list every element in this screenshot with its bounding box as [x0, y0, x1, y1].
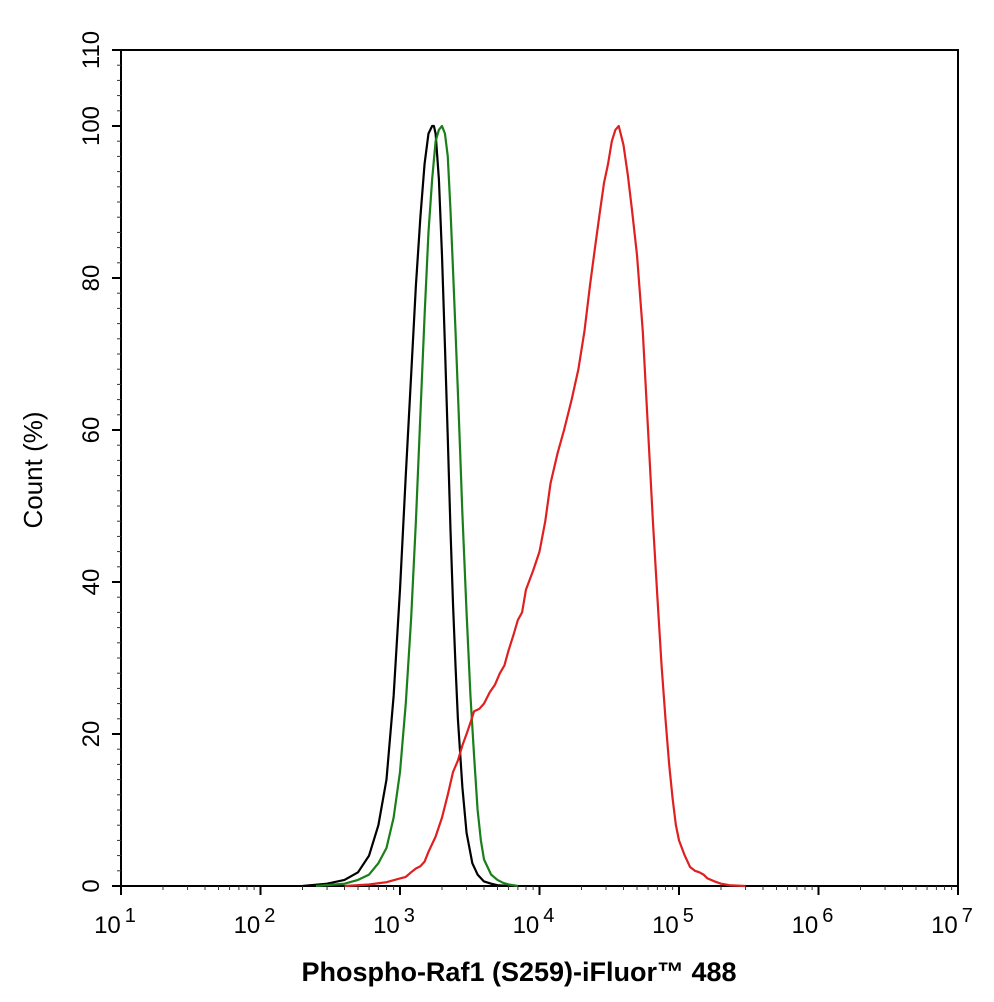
x-tick-label: 10 1	[94, 905, 136, 939]
series-line-3	[344, 124, 746, 888]
y-tick-label: 0	[78, 879, 105, 892]
plot-area	[120, 49, 959, 887]
y-tick-label: 80	[78, 265, 105, 292]
x-tick-label: 10 3	[373, 905, 415, 939]
x-tick-label-exponent: 6	[822, 905, 833, 927]
x-tick-label-exponent: 7	[962, 905, 973, 927]
x-tick-label: 10 5	[652, 905, 694, 939]
x-tick-label-base: 10	[513, 912, 540, 939]
x-tick-label: 10 7	[931, 905, 973, 939]
y-tick-label: 60	[78, 417, 105, 444]
y-tick-label: 110	[78, 31, 105, 69]
x-tick-label: 10 2	[234, 905, 276, 939]
x-tick-label-base: 10	[373, 912, 400, 939]
series-line-1	[302, 124, 509, 888]
series-line-2	[315, 124, 519, 888]
x-tick-label-exponent: 3	[404, 905, 415, 927]
x-tick-label-base: 10	[652, 912, 679, 939]
x-tick-label-exponent: 4	[543, 905, 554, 927]
tick-layer	[112, 49, 959, 895]
x-tick-label-exponent: 1	[125, 905, 136, 927]
x-tick-label-base: 10	[234, 912, 261, 939]
x-tick-label-exponent: 2	[264, 905, 275, 927]
y-tick-label: 100	[78, 106, 105, 146]
x-tick-label-exponent: 5	[683, 905, 694, 927]
y-tick-label: 20	[78, 721, 105, 748]
y-axis-title: Count (%)	[18, 411, 48, 528]
x-tick-label: 10 4	[513, 905, 555, 939]
x-tick-label-base: 10	[94, 912, 121, 939]
series-layer	[302, 124, 746, 888]
x-tick-label: 10 6	[792, 905, 834, 939]
x-tick-label-base: 10	[931, 912, 958, 939]
x-axis-title: Phospho-Raf1 (S259)-iFluor™ 488	[301, 957, 736, 987]
x-tick-label-base: 10	[792, 912, 819, 939]
plot-frame	[120, 49, 959, 887]
y-tick-label: 40	[78, 569, 105, 596]
